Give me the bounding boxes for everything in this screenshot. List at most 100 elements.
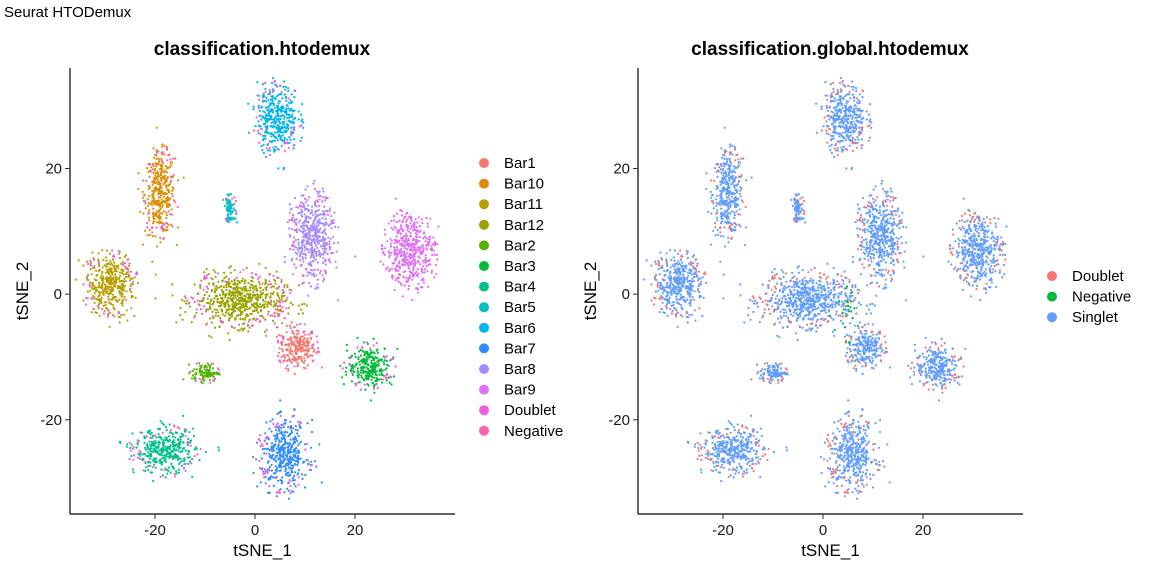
data-point [264, 114, 267, 117]
data-point [267, 283, 270, 286]
data-point [316, 220, 319, 223]
data-point [156, 450, 159, 453]
data-point [312, 254, 315, 257]
data-point [262, 134, 265, 137]
data-point [729, 145, 732, 148]
data-point [212, 379, 215, 382]
data-point [716, 175, 719, 178]
data-point [384, 368, 387, 371]
data-point [147, 455, 150, 458]
data-point [310, 285, 313, 288]
data-point [321, 210, 324, 213]
data-point [159, 221, 163, 224]
data-point [139, 457, 142, 460]
data-point [304, 236, 307, 239]
data-point [212, 302, 215, 305]
data-point [432, 249, 435, 252]
data-point [249, 297, 252, 300]
data-point [229, 205, 232, 208]
data-point [101, 266, 104, 269]
data-point [395, 246, 398, 249]
data-point [723, 212, 726, 215]
data-point [276, 454, 279, 457]
data-point [707, 210, 710, 213]
data-point [868, 359, 872, 363]
data-point [371, 355, 374, 358]
data-point [732, 184, 735, 187]
data-point [268, 468, 271, 471]
data-point [263, 439, 266, 442]
data-point [323, 260, 326, 263]
data-point [164, 425, 168, 429]
data-point [277, 427, 280, 430]
data-point [418, 246, 421, 250]
data-point [371, 373, 374, 376]
data-point [179, 461, 182, 464]
data-point [290, 451, 293, 454]
data-point [322, 237, 325, 240]
data-point [233, 269, 236, 272]
data-point [89, 281, 92, 284]
data-point [372, 351, 375, 354]
data-point [874, 364, 877, 367]
data-point [258, 466, 261, 470]
data-point [131, 283, 134, 286]
data-point [160, 438, 163, 441]
data-point [289, 235, 292, 238]
data-point [427, 238, 430, 241]
data-point [721, 187, 724, 190]
data-point [405, 256, 408, 259]
data-point [714, 234, 717, 237]
data-point [870, 366, 874, 369]
data-point [109, 289, 112, 293]
data-point [374, 373, 377, 376]
data-point [412, 225, 415, 229]
data-point [716, 186, 720, 189]
data-point [391, 262, 394, 265]
data-point [287, 369, 290, 372]
data-point [158, 160, 161, 163]
data-point [162, 183, 165, 186]
data-point [157, 175, 160, 178]
data-point [281, 454, 284, 458]
data-point [294, 239, 297, 242]
data-point [271, 285, 274, 288]
data-point [408, 230, 411, 233]
data-point [146, 198, 149, 201]
data-point [217, 449, 220, 452]
data-point [248, 326, 251, 329]
data-point [142, 469, 145, 472]
data-point [270, 135, 273, 138]
data-point [316, 246, 319, 249]
data-point [115, 278, 118, 281]
data-point [153, 177, 156, 180]
data-point [122, 270, 125, 273]
data-point [861, 355, 864, 359]
data-point [412, 237, 415, 240]
data-point [349, 368, 352, 372]
data-point [709, 243, 713, 246]
data-point [310, 251, 314, 255]
data-point [154, 189, 157, 192]
data-point [208, 379, 212, 382]
data-point [147, 201, 150, 205]
data-point [311, 354, 314, 357]
legend-label: Bar2 [504, 237, 536, 254]
data-point [91, 282, 94, 285]
data-point [311, 224, 314, 227]
data-point [314, 228, 317, 231]
data-point [191, 427, 194, 430]
y-axis-label: tSNE_2 [13, 262, 32, 321]
data-point [258, 305, 261, 308]
data-point [427, 285, 430, 288]
data-point [723, 226, 726, 229]
data-point [128, 441, 131, 444]
data-point [364, 370, 367, 373]
data-point [289, 438, 292, 441]
data-point [152, 194, 155, 197]
data-point [187, 449, 190, 452]
data-point [251, 283, 254, 286]
data-point [730, 210, 733, 213]
data-point [299, 259, 302, 262]
data-point [265, 421, 268, 424]
